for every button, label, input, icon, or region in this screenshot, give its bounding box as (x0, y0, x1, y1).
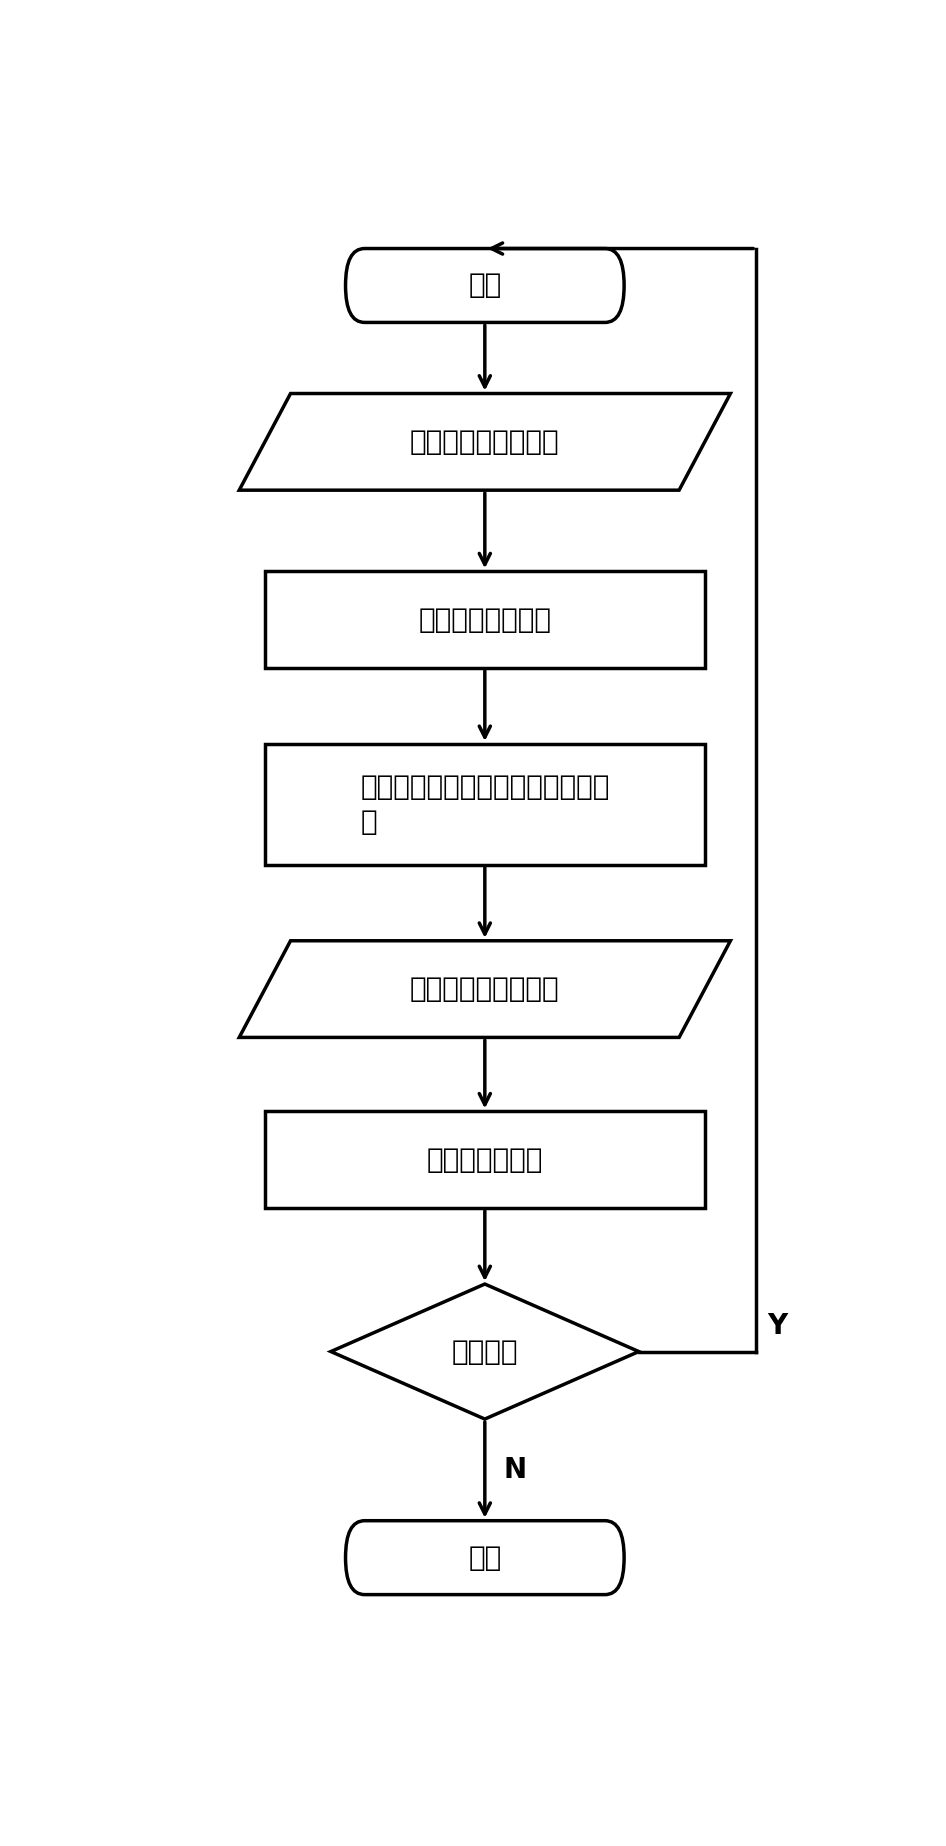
Text: 采集高温连铸坏图像: 采集高温连铸坏图像 (410, 428, 560, 456)
Text: Y: Y (767, 1313, 787, 1340)
Text: 显示温度场计算结果: 显示温度场计算结果 (410, 975, 560, 1002)
Text: 计算连铸坏图像各像素点对应温度
值: 计算连铸坏图像各像素点对应温度 值 (360, 773, 609, 836)
Bar (265, 744, 705, 864)
Polygon shape (239, 393, 730, 491)
Text: 开始: 开始 (468, 271, 501, 299)
Bar (265, 1111, 705, 1207)
Text: 继续监测: 继续监测 (451, 1338, 518, 1366)
Text: 计算机图像预处理: 计算机图像预处理 (418, 605, 552, 633)
Bar (265, 570, 705, 668)
Text: 结束: 结束 (468, 1543, 501, 1571)
FancyBboxPatch shape (345, 249, 624, 323)
FancyBboxPatch shape (345, 1521, 624, 1595)
Polygon shape (239, 941, 730, 1037)
Polygon shape (331, 1285, 639, 1420)
Text: N: N (503, 1456, 526, 1484)
Text: 存储数据和图像: 存储数据和图像 (427, 1146, 543, 1174)
